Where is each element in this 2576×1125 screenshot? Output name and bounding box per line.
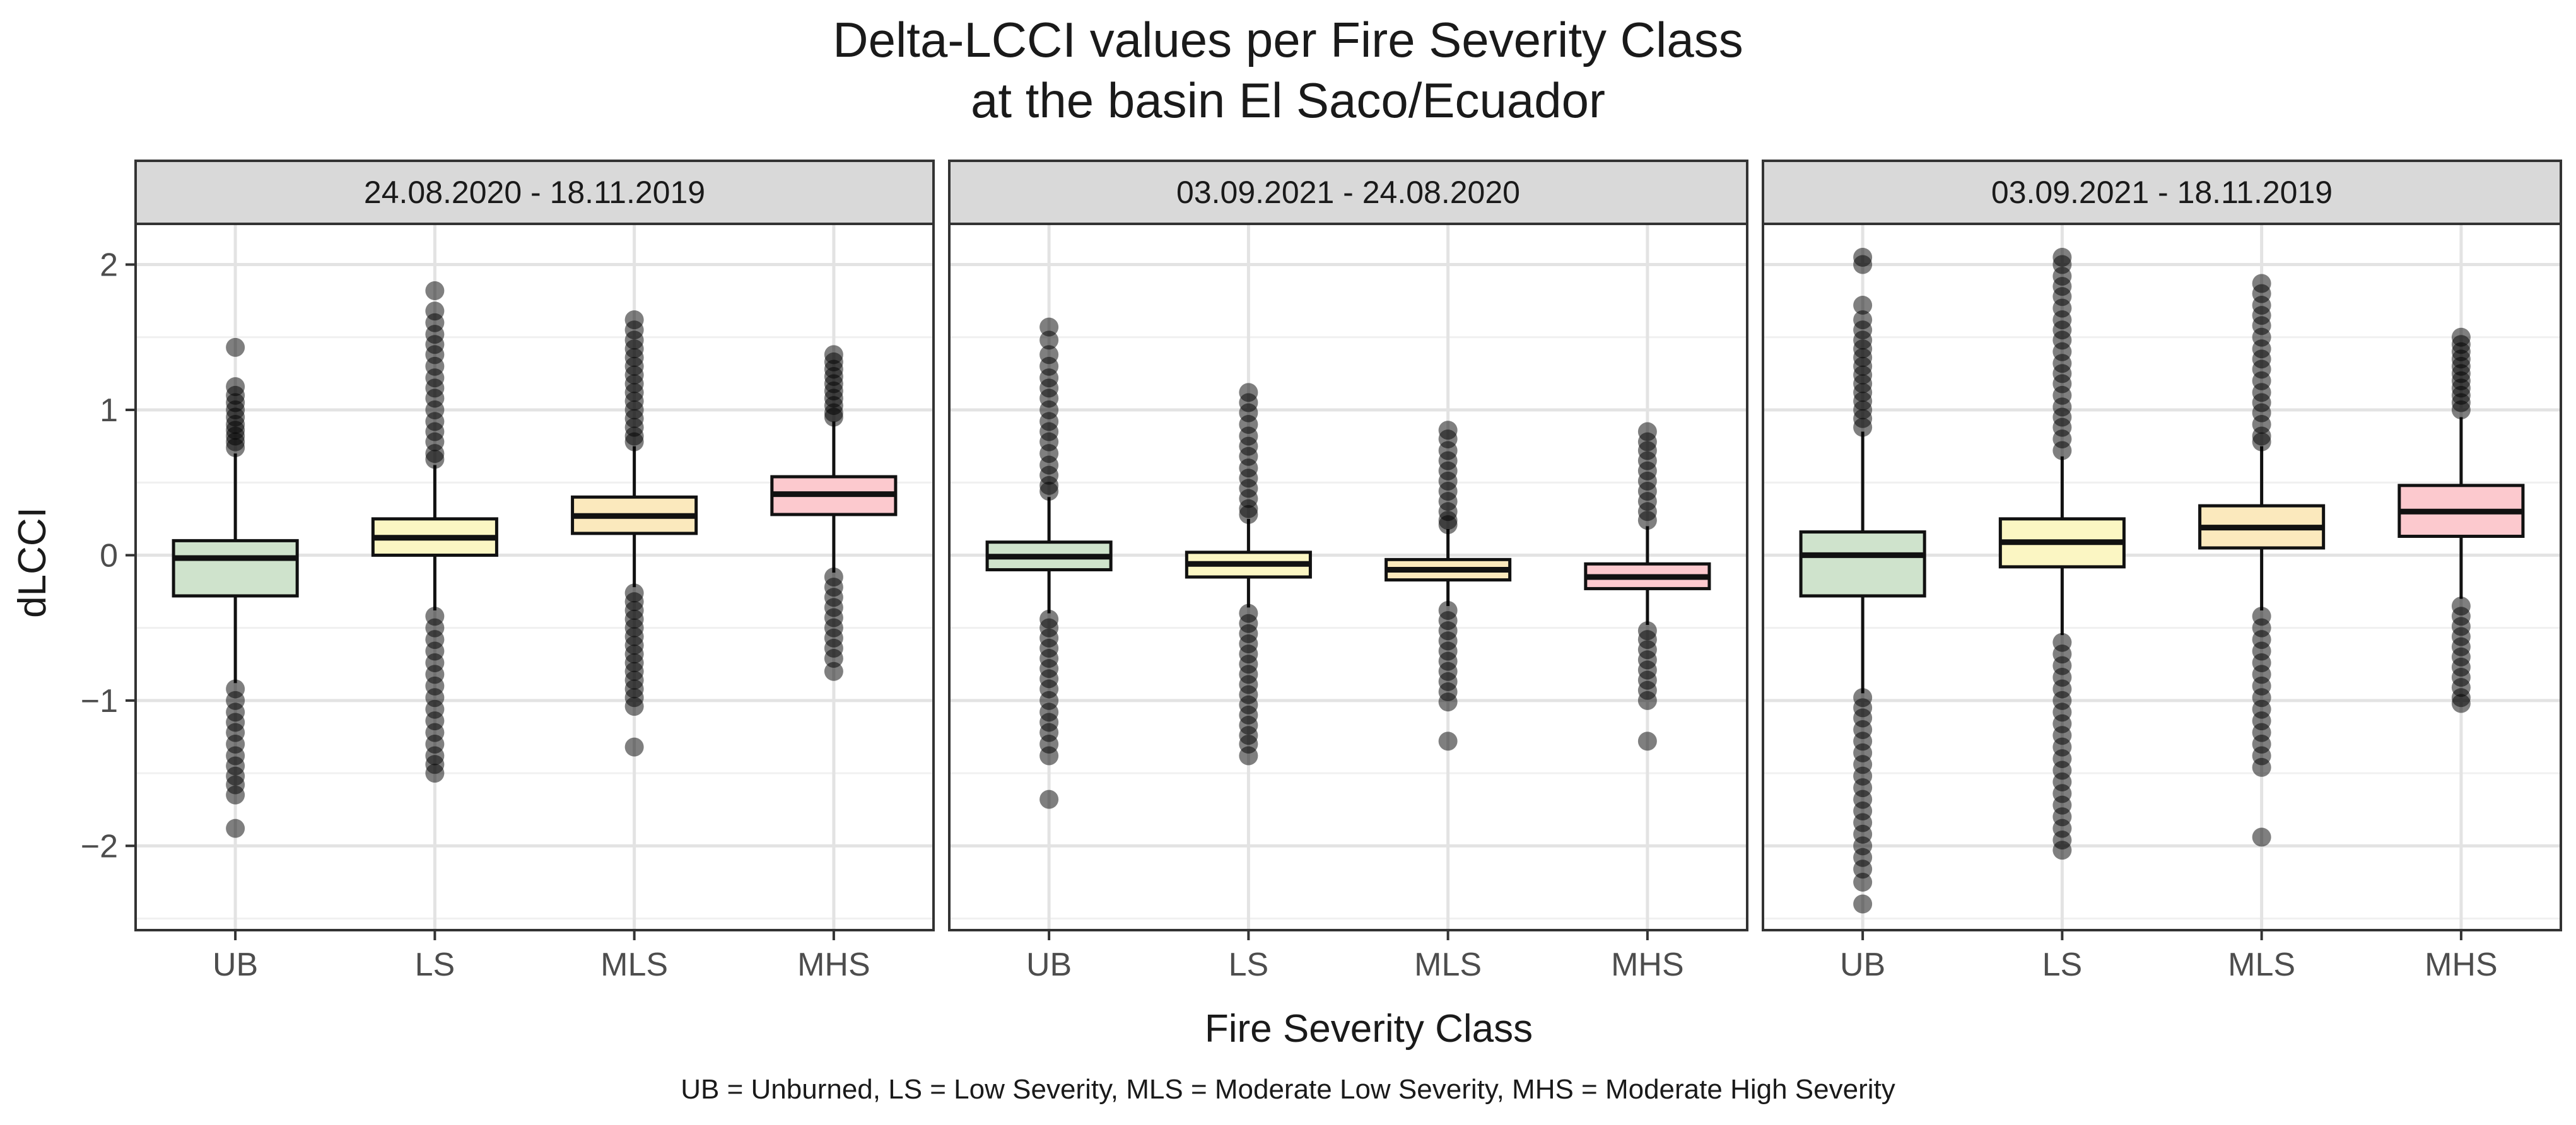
outlier-point — [1853, 860, 1873, 879]
chart-subtitle: at the basin El Saco/Ecuador — [971, 73, 1605, 128]
outlier-point — [226, 438, 245, 457]
outlier-point — [226, 819, 245, 838]
x-tick-label: MHS — [2425, 947, 2498, 983]
outlier-point — [624, 697, 644, 716]
outlier-point — [1039, 482, 1059, 501]
outlier-point — [2252, 757, 2271, 777]
outlier-point — [1853, 417, 1873, 437]
outlier-point — [1853, 296, 1873, 315]
outlier-point — [2451, 400, 2471, 419]
box-ls — [1185, 383, 1312, 766]
box-mls — [2198, 274, 2326, 847]
outlier-point — [624, 432, 644, 452]
outlier-point — [1239, 504, 1258, 524]
outlier-point — [824, 407, 843, 427]
y-tick-label: 0 — [100, 537, 118, 574]
outlier-point — [1039, 317, 1059, 337]
outlier-point — [824, 662, 843, 681]
outlier-point — [624, 737, 644, 757]
box-ub — [985, 317, 1113, 809]
x-tick-label: LS — [2042, 947, 2083, 983]
outlier-point — [1637, 691, 1657, 710]
outlier-point — [1239, 746, 1258, 766]
outlier-point — [425, 764, 445, 783]
y-axis-title: dLCCI — [11, 507, 54, 618]
outlier-point — [824, 649, 843, 668]
x-tick-label: MHS — [1611, 947, 1684, 983]
outlier-point — [2052, 841, 2072, 860]
outlier-point — [2052, 441, 2072, 460]
box-body — [172, 539, 299, 598]
panel-strip-label: 03.09.2021 - 24.08.2020 — [1176, 175, 1520, 210]
outlier-point — [425, 281, 445, 301]
box-mls — [1385, 421, 1512, 751]
y-axis: 2 1 0 −1 −2 — [81, 247, 136, 865]
outlier-point — [1853, 894, 1873, 914]
panel-1: 24.08.2020 - 18.11.2019 UB LS MLS MHS — [134, 160, 935, 983]
x-tick-label: UB — [1840, 947, 1885, 983]
outlier-point — [1039, 330, 1059, 350]
outlier-point — [1853, 872, 1873, 892]
box-ls — [1998, 248, 2126, 860]
outlier-point — [1039, 790, 1059, 809]
outlier-point — [1438, 515, 1458, 535]
x-tick-label: UB — [213, 947, 258, 983]
box-mls — [571, 310, 698, 757]
panel-3: 03.09.2021 - 18.11.2019 UB LS MLS MHS — [1762, 160, 2562, 983]
x-tick-label: MLS — [600, 947, 668, 983]
y-tick-label: 2 — [100, 247, 118, 284]
panel-strip — [948, 160, 1748, 225]
panel-strip-label: 03.09.2021 - 18.11.2019 — [1991, 175, 2333, 210]
x-tick-label: MHS — [797, 947, 870, 983]
box-mhs — [2397, 327, 2525, 713]
outlier-point — [1637, 732, 1657, 751]
y-tick-label: −2 — [81, 828, 118, 865]
outlier-point — [1438, 692, 1458, 712]
box-ls — [371, 281, 498, 783]
outlier-point — [425, 450, 445, 469]
outlier-point — [1438, 732, 1458, 751]
x-axis-title: Fire Severity Class — [1205, 1007, 1533, 1051]
chart-title: Delta-LCCI values per Fire Severity Clas… — [833, 12, 1743, 67]
outlier-point — [2451, 694, 2471, 713]
panel-strip — [134, 160, 935, 225]
box-mhs — [770, 345, 898, 681]
x-tick-label: MLS — [1414, 947, 1482, 983]
x-tick-label: LS — [415, 947, 455, 983]
panel-strip-label: 24.08.2020 - 18.11.2019 — [364, 175, 705, 210]
y-tick-label: 1 — [100, 392, 118, 429]
outlier-point — [1039, 746, 1059, 766]
x-tick-label: LS — [1229, 947, 1269, 983]
box-body — [1799, 530, 1926, 598]
panel-2: 03.09.2021 - 24.08.2020 UB LS MLS MHS — [948, 160, 1748, 983]
x-tick-label: MLS — [2228, 947, 2295, 983]
outlier-point — [226, 785, 245, 805]
outlier-point — [1853, 255, 1873, 274]
x-tick-label: UB — [1026, 947, 1072, 983]
y-tick-label: −1 — [81, 683, 118, 720]
outlier-point — [2252, 432, 2271, 452]
box-ub — [1799, 248, 1926, 914]
outlier-point — [2252, 827, 2271, 847]
box-ub — [172, 337, 299, 838]
box-mhs — [1584, 422, 1711, 751]
chart-caption: UB = Unburned, LS = Low Severity, MLS = … — [681, 1074, 1895, 1105]
panel-strip — [1762, 160, 2562, 225]
outlier-point — [1637, 511, 1657, 530]
outlier-point — [226, 337, 245, 357]
